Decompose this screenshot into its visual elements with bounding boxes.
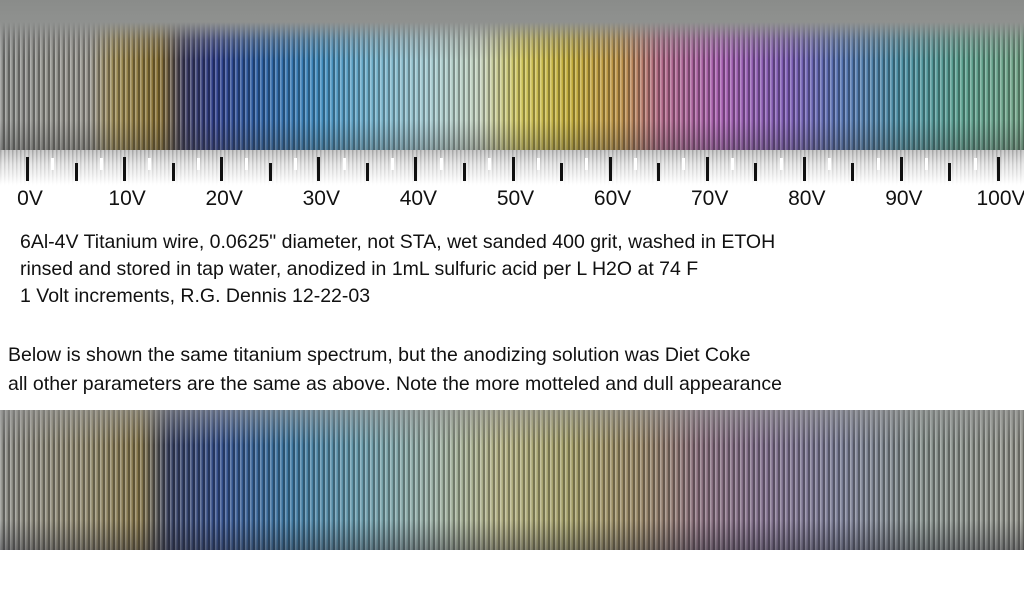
caption-line: 6Al-4V Titanium wire, 0.0625" diameter, … (20, 231, 776, 253)
scale-label: 10V (108, 187, 146, 210)
note-line: Below is shown the same titanium spectru… (8, 344, 751, 366)
caption-line: 1 Volt increments, R.G. Dennis 12-22-03 (20, 285, 371, 307)
white-tick (876, 158, 880, 170)
white-tick (730, 158, 734, 170)
scale-label: 90V (885, 187, 923, 210)
white-tick (391, 158, 395, 170)
diet-coke-spectrum (0, 410, 1024, 550)
scale-label: 0V (17, 187, 43, 210)
white-tick (828, 158, 832, 170)
white-tick (439, 158, 443, 170)
minor-tick (365, 163, 369, 181)
major-tick (705, 157, 709, 181)
major-tick (997, 157, 1000, 181)
major-tick (26, 157, 29, 181)
minor-tick (754, 163, 758, 181)
white-tick (585, 158, 589, 170)
minor-tick (948, 163, 952, 181)
major-tick (802, 157, 806, 181)
white-tick (196, 158, 200, 170)
minor-tick (74, 163, 78, 181)
minor-tick (462, 163, 466, 181)
white-tick (294, 158, 298, 170)
scale-label: 50V (496, 187, 535, 210)
caption-line: rinsed and stored in tap water, anodized… (20, 258, 699, 280)
major-tick (414, 157, 418, 181)
white-tick (99, 158, 103, 170)
major-tick (511, 157, 515, 181)
minor-tick (657, 163, 661, 181)
white-tick (633, 158, 637, 170)
scale-label: 60V (593, 187, 632, 210)
minor-tick (268, 163, 272, 181)
scale-label: 100V (976, 187, 1024, 210)
scale-label: 20V (205, 187, 243, 210)
scale-label: 30V (302, 187, 340, 210)
white-tick (925, 158, 929, 170)
white-tick (536, 158, 540, 170)
scale-label: 70V (691, 187, 729, 210)
major-tick (220, 157, 224, 181)
white-tick (342, 158, 346, 170)
minor-tick (560, 163, 564, 181)
sulfuric-spectrum (0, 0, 1024, 152)
major-tick (608, 157, 612, 181)
major-tick (899, 157, 903, 181)
scale-label: 80V (788, 187, 826, 210)
white-tick (682, 158, 686, 170)
white-tick (245, 158, 249, 170)
note-line: all other parameters are the same as abo… (8, 373, 782, 395)
major-tick (123, 157, 127, 181)
white-tick (148, 158, 152, 170)
white-tick (51, 158, 55, 170)
white-tick (488, 158, 492, 170)
white-tick (779, 158, 783, 170)
minor-tick (851, 163, 855, 181)
minor-tick (171, 163, 175, 181)
white-tick (973, 158, 977, 170)
scale-label: 40V (399, 187, 438, 210)
major-tick (317, 157, 321, 181)
